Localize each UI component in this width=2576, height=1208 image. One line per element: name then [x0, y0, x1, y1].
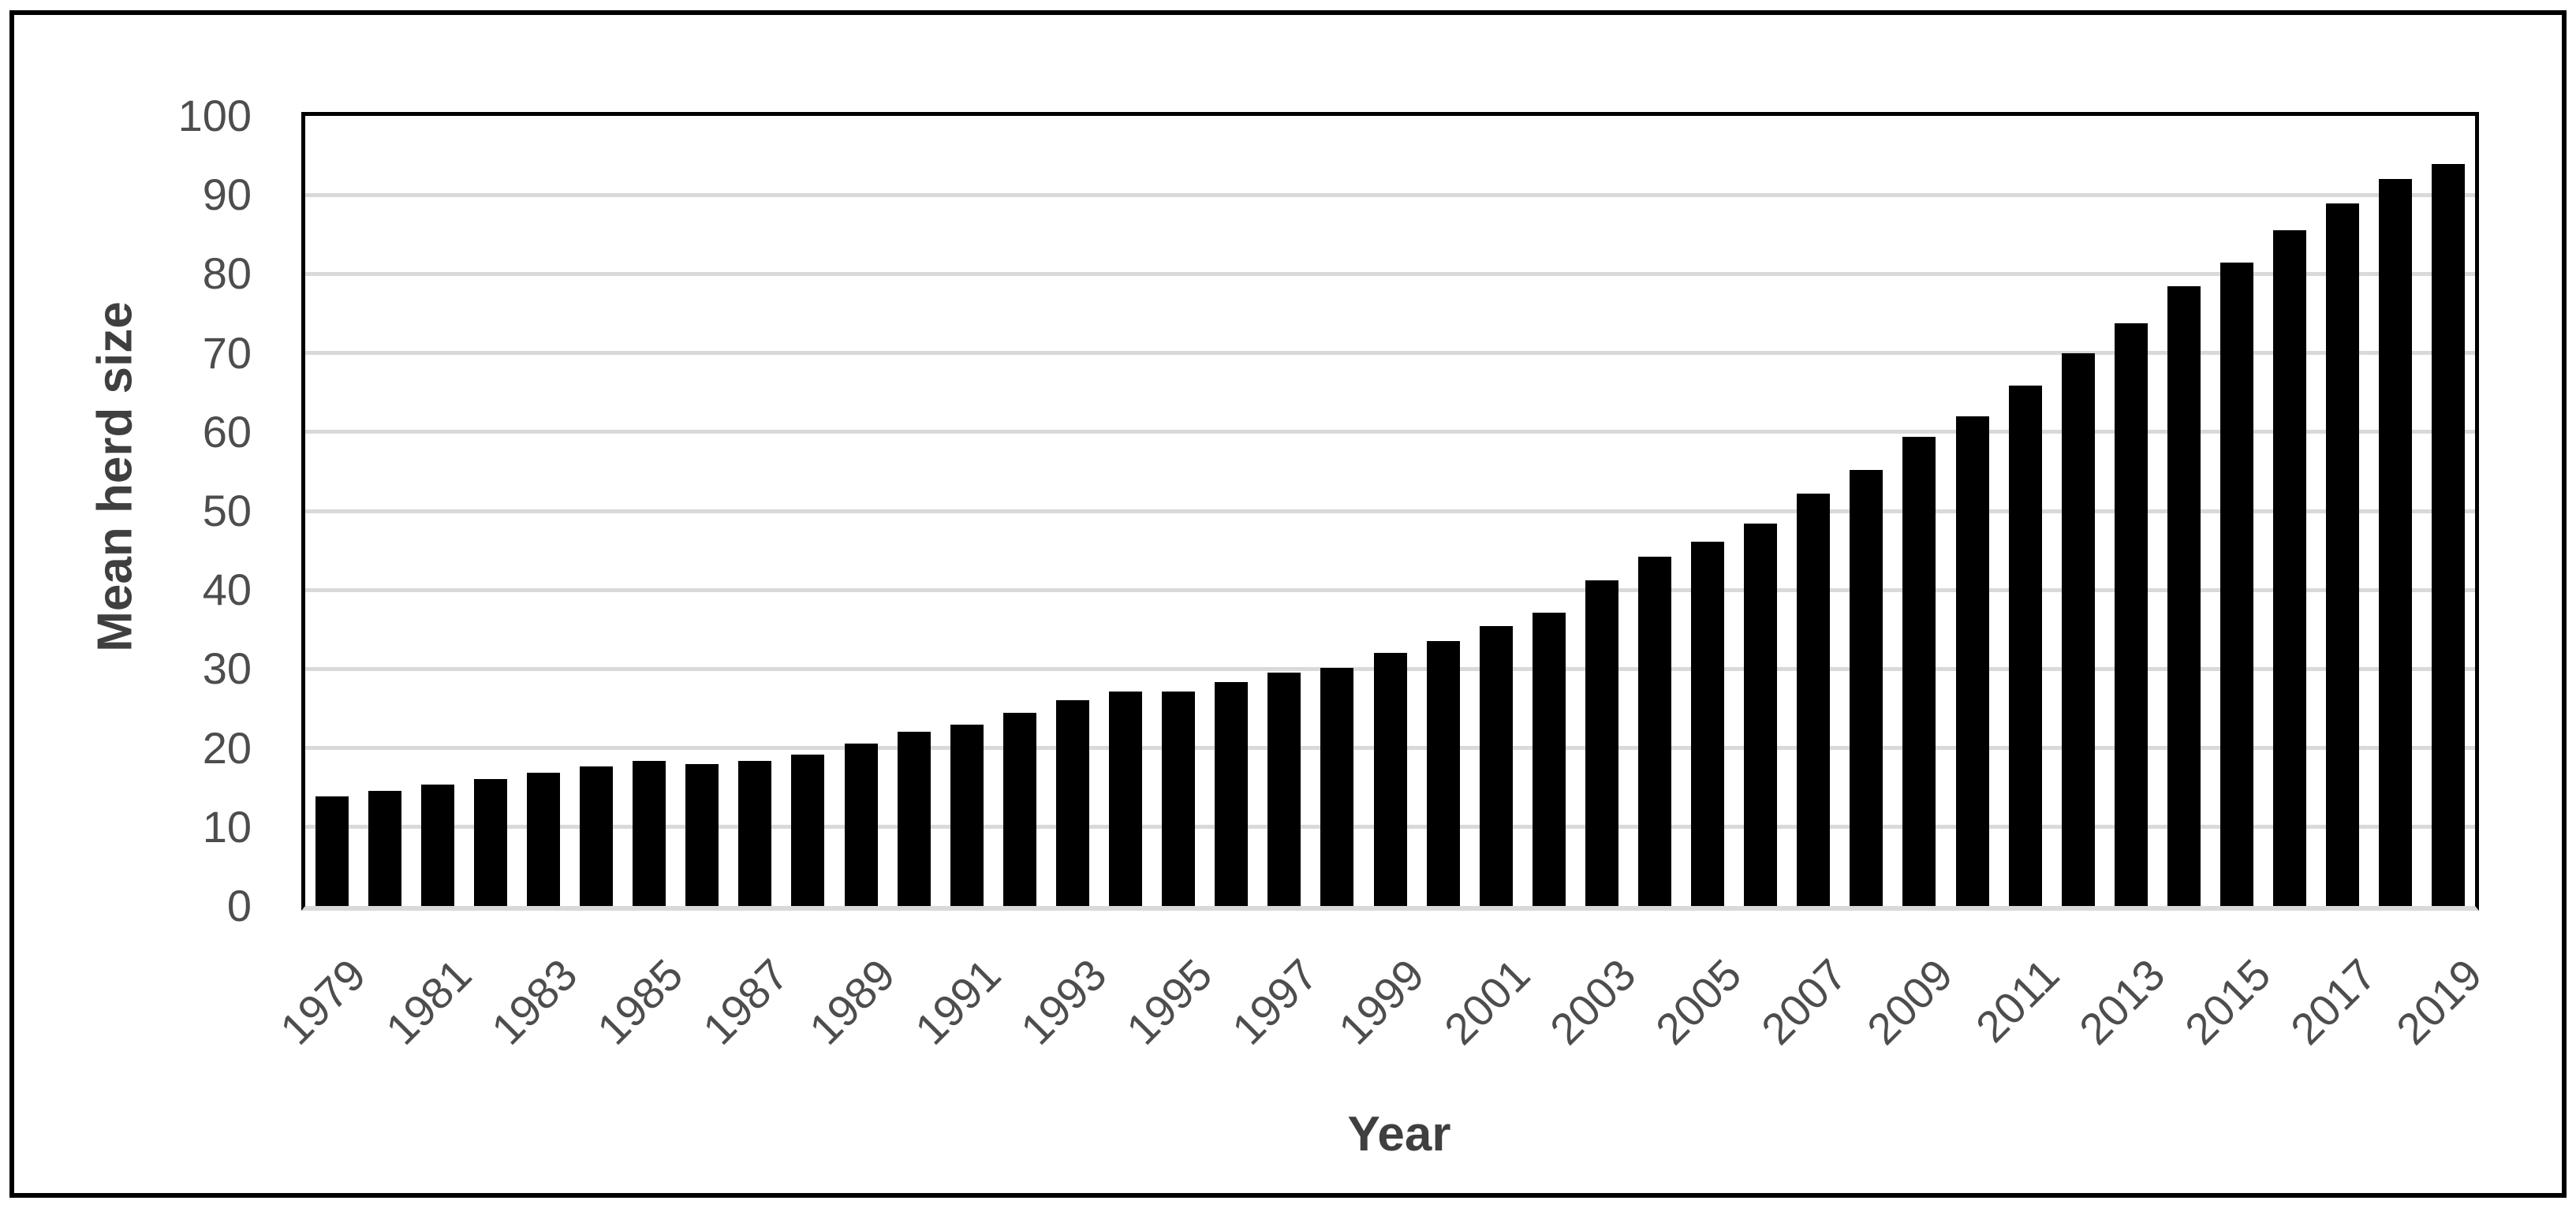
bar-2001 — [1480, 626, 1513, 906]
bar-1993 — [1056, 700, 1089, 906]
y-tick-label-50: 50 — [202, 486, 252, 535]
gridline-70 — [305, 351, 2475, 355]
x-tick-label-text: 1983 — [481, 949, 587, 1054]
x-tick-label-text: 1989 — [799, 949, 905, 1054]
y-tick-label-30: 30 — [202, 643, 252, 693]
bar-2008 — [1850, 470, 1883, 906]
bar-1984 — [580, 766, 613, 906]
plot-area — [301, 112, 2479, 911]
bar-1979 — [315, 796, 349, 906]
y-axis-title: Mean herd size — [88, 300, 143, 652]
bar-1988 — [791, 755, 824, 906]
bar-1999 — [1374, 653, 1407, 906]
bar-1982 — [474, 779, 507, 906]
bar-1992 — [1003, 713, 1036, 906]
y-tick-label-0: 0 — [226, 881, 252, 930]
bar-1990 — [898, 732, 931, 906]
x-tick-label-text: 2017 — [2280, 949, 2386, 1054]
bar-1995 — [1162, 692, 1195, 906]
bar-2017 — [2326, 203, 2359, 906]
bar-1997 — [1267, 673, 1301, 906]
x-tick-label-text: 1985 — [587, 949, 693, 1054]
bar-1991 — [950, 725, 984, 906]
bar-2010 — [1956, 416, 1989, 906]
bar-2007 — [1797, 494, 1830, 906]
bar-1989 — [845, 744, 878, 906]
bar-2014 — [2167, 286, 2201, 906]
bar-1994 — [1109, 692, 1142, 906]
gridline-60 — [305, 430, 2475, 434]
x-tick-label-text: 1999 — [1328, 949, 1434, 1054]
bar-2003 — [1585, 580, 1618, 906]
y-tick-label-100: 100 — [177, 91, 252, 140]
bar-1981 — [421, 785, 454, 906]
gridline-50 — [305, 509, 2475, 513]
plot-inner — [305, 116, 2475, 906]
x-tick-label-text: 1997 — [1222, 949, 1327, 1054]
bar-2011 — [2009, 386, 2042, 906]
bar-2012 — [2062, 353, 2095, 906]
x-axis-title: Year — [1347, 1107, 1451, 1161]
gridline-90 — [305, 193, 2475, 197]
gridline-40 — [305, 588, 2475, 592]
y-tick-label-90: 90 — [202, 170, 252, 219]
bar-1983 — [527, 773, 560, 906]
bar-2018 — [2379, 179, 2412, 906]
x-tick-label-text: 2007 — [1751, 949, 1857, 1054]
x-tick-label-text: 2015 — [2175, 949, 2280, 1054]
y-tick-label-80: 80 — [202, 248, 252, 298]
y-tick-label-20: 20 — [202, 723, 252, 773]
chart-outer-frame: 0 10 20 30 40 50 60 70 80 90 100 1979 1981 1983 1985 1… — [9, 10, 2567, 1198]
bar-1985 — [633, 761, 666, 906]
x-tick-label-text: 2011 — [1966, 949, 2069, 1052]
bar-1986 — [685, 764, 719, 906]
bar-2009 — [1902, 437, 1936, 906]
x-tick-label-text: 2009 — [1857, 949, 1962, 1054]
bar-2015 — [2220, 263, 2253, 906]
bar-2005 — [1691, 542, 1724, 906]
bar-2004 — [1638, 557, 1671, 906]
bar-2002 — [1533, 613, 1566, 906]
bar-2013 — [2115, 323, 2148, 906]
x-tick-label-text: 1979 — [270, 949, 375, 1054]
y-axis-title-wrap: Mean herd size — [84, 81, 147, 871]
x-tick-label-text: 1993 — [1010, 949, 1116, 1054]
y-tick-label-60: 60 — [202, 407, 252, 457]
bar-2006 — [1744, 524, 1777, 906]
x-tick-label-text: 2003 — [1540, 949, 1645, 1054]
bar-1980 — [368, 791, 401, 906]
y-tick-label-40: 40 — [202, 565, 252, 614]
x-tick-label-text: 1991 — [905, 949, 1010, 1054]
bar-2016 — [2273, 230, 2306, 906]
x-tick-label-text: 2019 — [2386, 949, 2492, 1054]
gridline-80 — [305, 272, 2475, 276]
x-tick-label-text: 1981 — [375, 949, 481, 1054]
bar-1996 — [1215, 682, 1248, 906]
bar-1987 — [738, 761, 771, 906]
y-tick-label-10: 10 — [202, 802, 252, 852]
bar-2000 — [1427, 641, 1460, 906]
x-tick-label-text: 1987 — [693, 949, 798, 1054]
y-tick-label-70: 70 — [202, 328, 252, 378]
x-tick-label-text: 2001 — [1434, 949, 1540, 1054]
x-tick-label-text: 2005 — [1645, 949, 1751, 1054]
x-tick-label-text: 2013 — [2069, 949, 2175, 1054]
bar-2019 — [2432, 164, 2465, 906]
bar-1998 — [1320, 668, 1353, 906]
x-tick-label-text: 1995 — [1116, 949, 1222, 1054]
